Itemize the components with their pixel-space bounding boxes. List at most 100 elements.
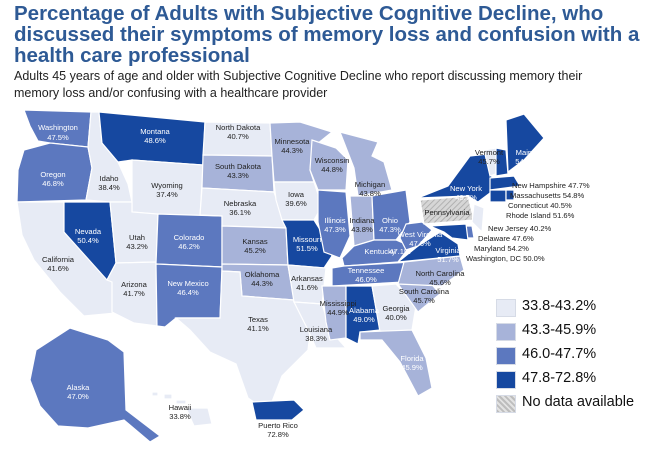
us-choropleth-map: Washington 47.5% Oregon 46.8% California… xyxy=(16,109,590,443)
label-ID-value: 38.4% xyxy=(98,183,120,192)
label-TN-name: Tennessee xyxy=(348,266,385,275)
state-ME[interactable] xyxy=(505,113,545,174)
label-CT: Connecticut 40.5% xyxy=(508,201,572,210)
state-CT[interactable] xyxy=(489,189,507,203)
label-MS-name: Mississippi xyxy=(320,299,357,308)
state-HI-2[interactable] xyxy=(163,393,173,400)
state-FL[interactable] xyxy=(359,329,433,397)
state-MS[interactable] xyxy=(321,285,347,341)
label-WY-name: Wyoming xyxy=(151,181,183,190)
label-KY-value: 47.1% xyxy=(389,247,411,256)
label-NM-name: New Mexico xyxy=(167,279,208,288)
state-RI[interactable] xyxy=(505,189,515,201)
state-HI-3[interactable] xyxy=(175,399,187,405)
label-AR-value: 41.6% xyxy=(296,283,318,292)
label-AZ-name: Arizona xyxy=(121,280,148,289)
label-NH: New Hampshire 47.7% xyxy=(512,181,590,190)
label-NY-name: New York xyxy=(450,184,482,193)
label-AL-name: Alabama xyxy=(349,306,380,315)
label-CA-name: California xyxy=(42,255,75,264)
label-RI: Rhode Island 51.6% xyxy=(506,211,575,220)
legend-label: 47.8-72.8% xyxy=(522,370,597,386)
label-IN-name: Indiana xyxy=(350,216,376,225)
state-PR[interactable] xyxy=(251,399,305,421)
label-TX-name: Texas xyxy=(248,315,268,324)
label-WA-value: 47.5% xyxy=(47,133,69,142)
label-OH-name: Ohio xyxy=(382,216,398,225)
state-VA[interactable] xyxy=(396,231,461,263)
label-KY-name: Kentucky xyxy=(364,247,395,256)
label-WI-value: 44.8% xyxy=(321,165,343,174)
label-IA-name: Iowa xyxy=(288,190,305,199)
label-DE: Delaware 47.6% xyxy=(478,234,534,243)
state-NJ[interactable] xyxy=(471,203,485,234)
state-AK[interactable] xyxy=(29,327,162,443)
label-CO-value: 46.2% xyxy=(178,242,200,251)
label-MI-value: 43.8% xyxy=(359,189,381,198)
state-NH[interactable] xyxy=(495,147,509,177)
label-MO-value: 51.5% xyxy=(296,244,318,253)
legend-swatch xyxy=(496,323,516,341)
label-KS-name: Kansas xyxy=(242,237,268,246)
state-WV[interactable] xyxy=(399,221,433,251)
label-OR-name: Oregon xyxy=(40,170,65,179)
label-OK-name: Oklahoma xyxy=(245,270,280,279)
legend-swatch xyxy=(496,299,516,317)
label-SD-value: 43.3% xyxy=(227,171,249,180)
label-AZ-value: 41.7% xyxy=(123,289,145,298)
label-UT-value: 43.2% xyxy=(126,242,148,251)
label-MN-value: 44.3% xyxy=(281,146,303,155)
label-WI-name: Wisconsin xyxy=(315,156,350,165)
label-NE-name: Nebraska xyxy=(224,199,257,208)
label-IN-value: 43.8% xyxy=(351,225,373,234)
label-SD-name: South Dakota xyxy=(215,162,262,171)
label-IA-value: 39.6% xyxy=(285,199,307,208)
label-FL-name: Florida xyxy=(400,354,424,363)
legend-swatch-hatched xyxy=(496,395,516,413)
label-WA-name: Washington xyxy=(38,123,78,132)
label-MD: Maryland 54.2% xyxy=(474,244,529,253)
label-OH-value: 47.3% xyxy=(379,225,401,234)
legend-swatch xyxy=(496,371,516,389)
state-MD[interactable] xyxy=(429,223,469,241)
state-HI-1[interactable] xyxy=(151,391,159,397)
legend-label: No data available xyxy=(522,394,635,410)
legend-swatch xyxy=(496,347,516,365)
label-FL-value: 45.9% xyxy=(401,363,423,372)
state-HI-4[interactable] xyxy=(185,407,213,427)
label-NV-name: Nevada xyxy=(75,227,102,236)
state-IL[interactable] xyxy=(317,189,351,259)
label-NC-value: 45.6% xyxy=(429,278,451,287)
label-CO-name: Colorado xyxy=(174,233,205,242)
map-legend: 33.8-43.2% 43.3-45.9% 46.0-47.7% 47.8-72… xyxy=(494,296,654,416)
label-IL-name: Illinois xyxy=(324,216,345,225)
label-OR-value: 46.8% xyxy=(42,179,64,188)
label-WY-value: 37.4% xyxy=(156,190,178,199)
label-NM-value: 46.4% xyxy=(177,288,199,297)
label-LA-name: Louisiana xyxy=(300,325,333,334)
label-MN-name: Minnesota xyxy=(274,137,310,146)
label-ND-name: North Dakota xyxy=(216,123,262,132)
label-NV-value: 50.4% xyxy=(77,236,99,245)
label-UT-name: Utah xyxy=(129,233,145,242)
label-AK-name: Alaska xyxy=(67,383,91,392)
label-ME-name: Maine xyxy=(516,148,537,157)
map-subtitle: Adults 45 years of age and older with Su… xyxy=(14,69,583,100)
label-MI-name: Michigan xyxy=(355,180,385,189)
label-HI-name: Hawaii xyxy=(169,403,192,412)
legend-label: 46.0-47.7% xyxy=(522,346,597,362)
map-title: Percentage of Adults with Subjective Cog… xyxy=(14,2,640,67)
state-WI[interactable] xyxy=(309,139,349,191)
label-AL-value: 49.0% xyxy=(353,315,375,324)
label-MT-name: Montana xyxy=(140,127,170,136)
label-VT-name: Vermont xyxy=(475,148,504,157)
label-MA: Massachusetts 54.8% xyxy=(510,191,585,200)
label-WV-name: West Virginia xyxy=(398,230,443,239)
state-GA[interactable] xyxy=(371,283,417,333)
state-MI[interactable] xyxy=(339,131,393,197)
label-WV-value: 47.6% xyxy=(409,239,431,248)
state-MA[interactable] xyxy=(489,175,521,191)
label-AK-value: 47.0% xyxy=(67,392,89,401)
label-ID-name: Idaho xyxy=(99,174,118,183)
label-VA-value: 51.7% xyxy=(437,255,459,264)
